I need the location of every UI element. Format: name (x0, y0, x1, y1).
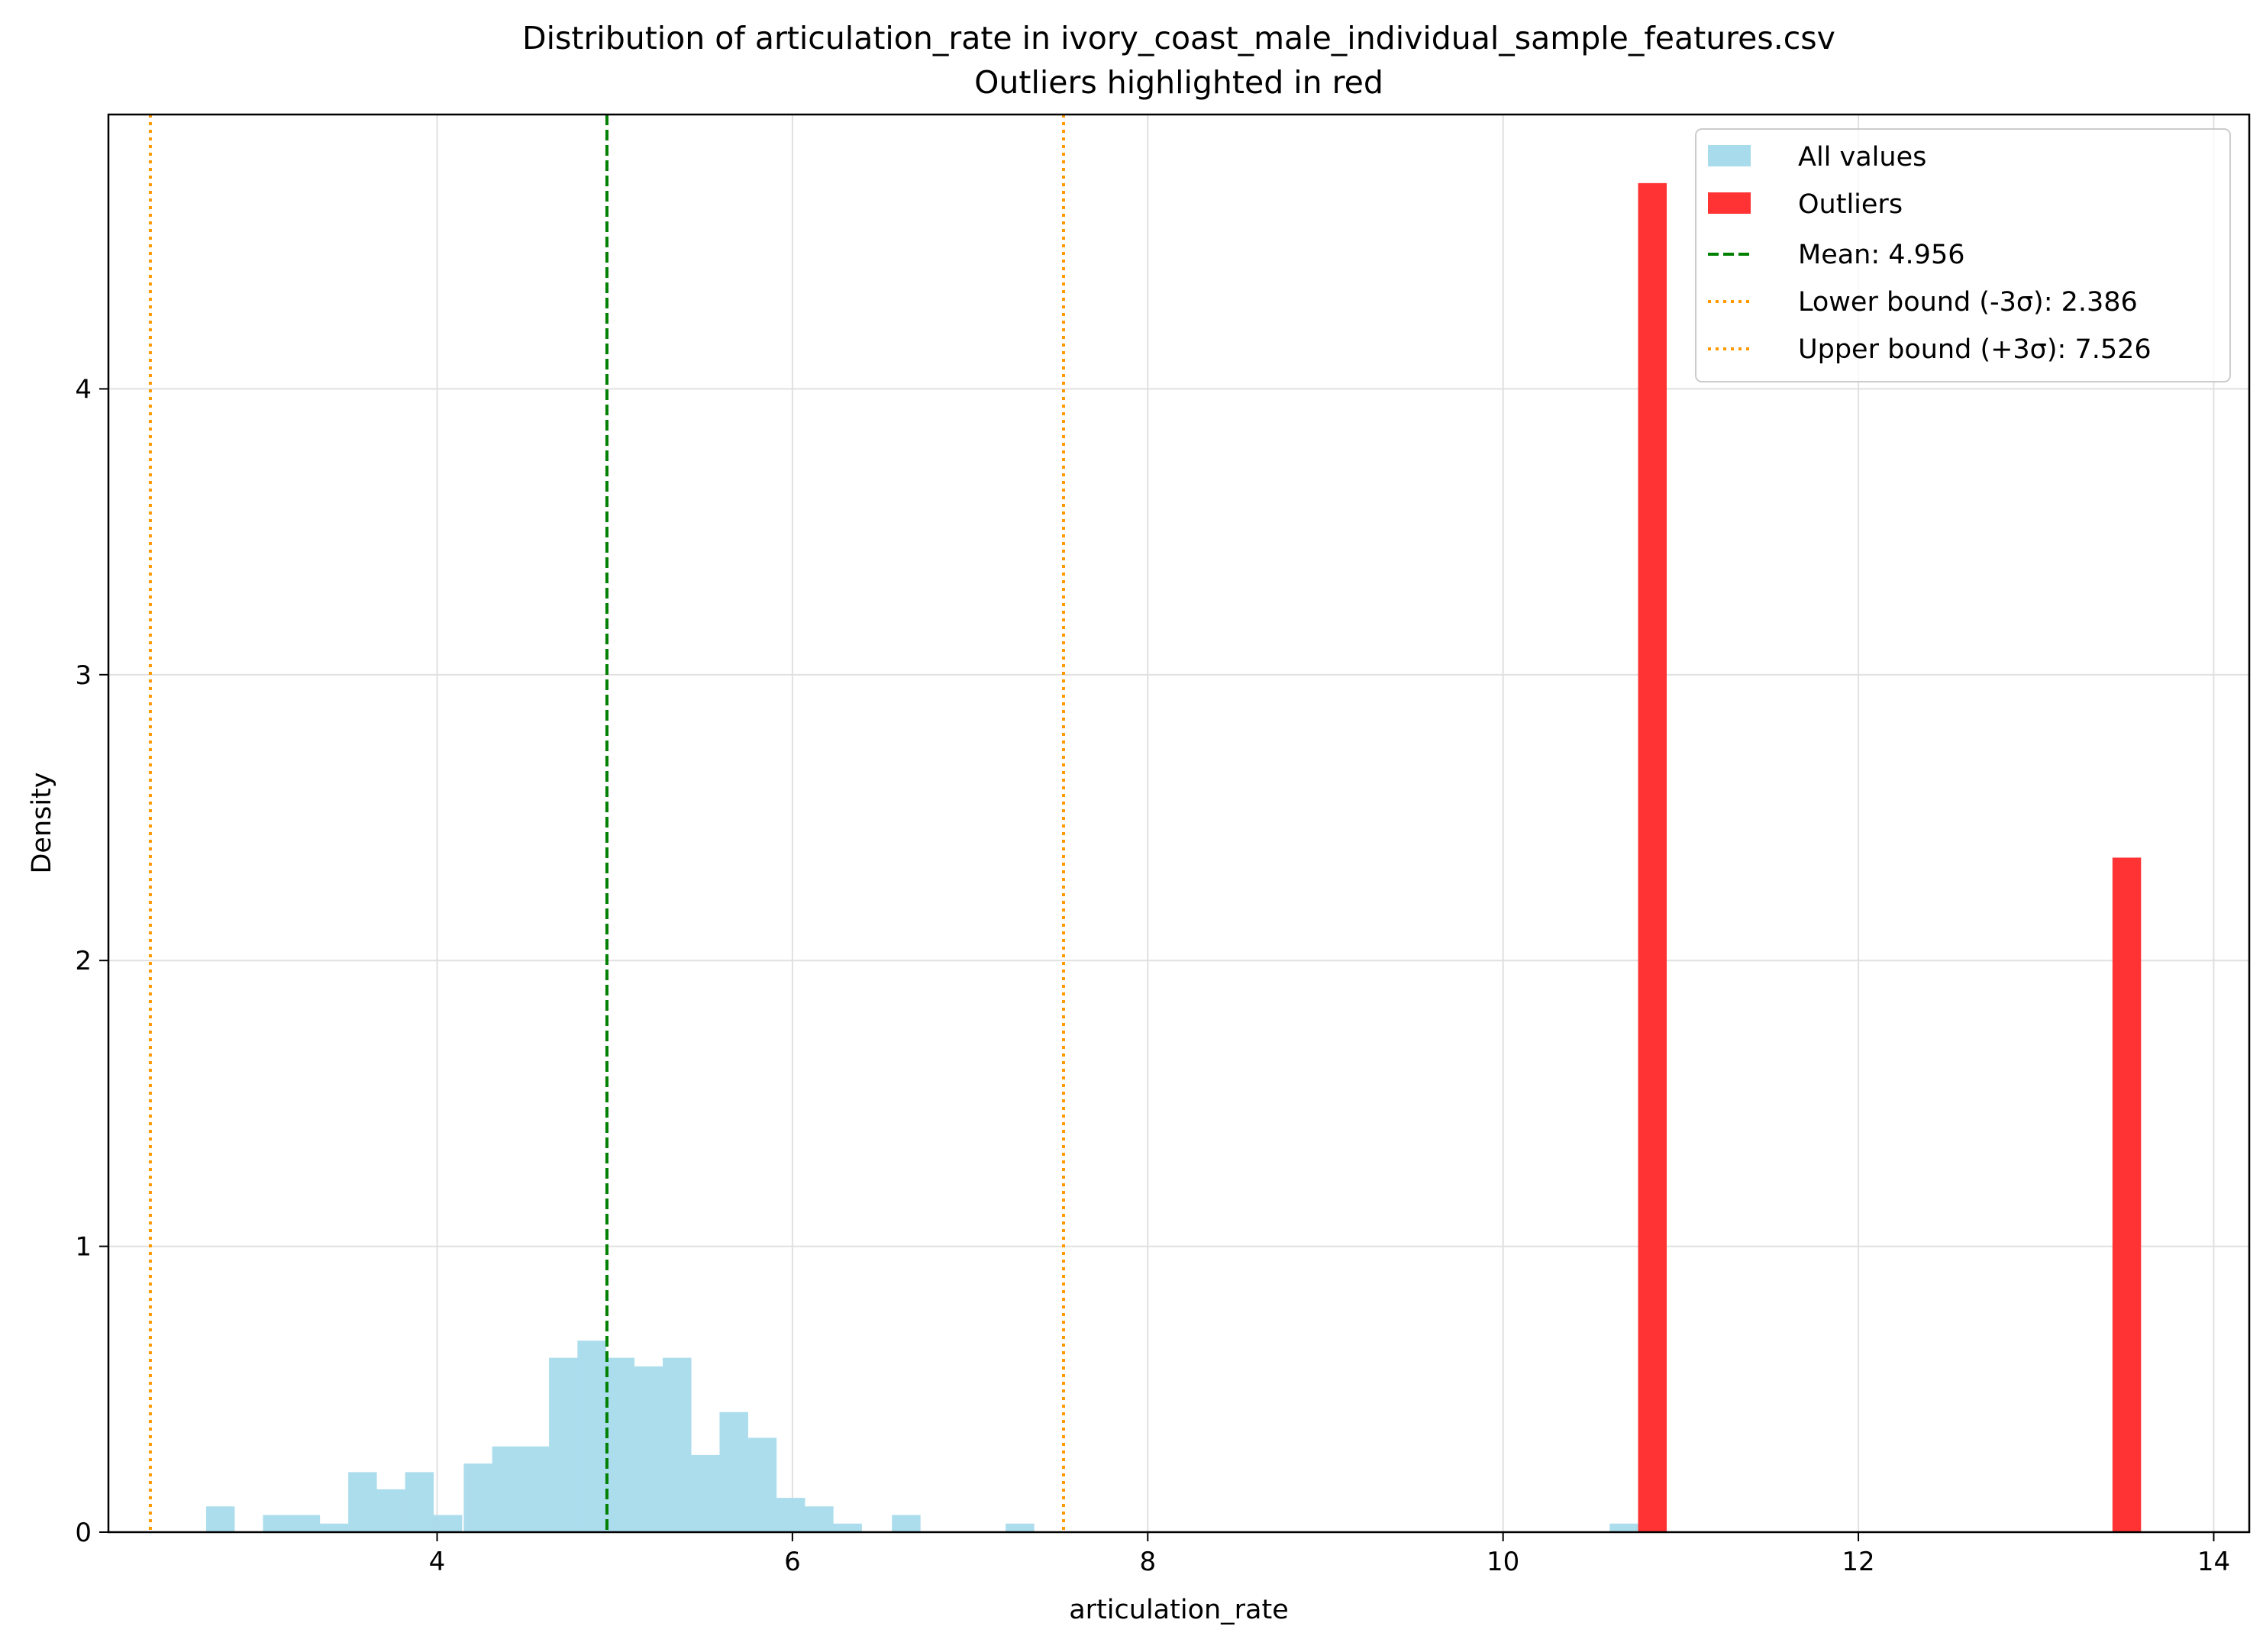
grid-lines (108, 115, 2249, 1533)
x-tick-label: 8 (1139, 1547, 1156, 1577)
legend-label-all-values: All values (1798, 142, 1926, 173)
plot-frame (107, 113, 2251, 1534)
histogram-bar (776, 1498, 805, 1532)
legend-frame (1695, 128, 2231, 382)
legend-label-upper-bound: Upper bound (+3σ): 7.526 (1798, 334, 2152, 365)
x-tick-label: 12 (1842, 1547, 1874, 1577)
histogram-bar (1006, 1523, 1035, 1532)
histogram-bar (433, 1515, 463, 1532)
histogram-bar (405, 1472, 434, 1532)
histogram-bar (1609, 1523, 1638, 1532)
histogram-bar (634, 1366, 663, 1532)
histogram-bar (663, 1357, 692, 1532)
histogram-bar (719, 1412, 748, 1532)
histogram-bar (747, 1437, 777, 1532)
histogram-bar (805, 1506, 834, 1532)
outlier-bar (1638, 182, 1667, 1532)
histogram-bar (376, 1489, 405, 1532)
legend-label-mean: Mean: 4.956 (1798, 240, 1964, 270)
x-tick-label: 10 (1487, 1547, 1519, 1577)
y-tick-label: 0 (75, 1518, 92, 1548)
y-tick-label: 2 (75, 946, 92, 976)
outlier-bar (2112, 857, 2142, 1532)
histogram-bar (833, 1523, 862, 1532)
histogram-bar (549, 1357, 578, 1532)
legend: All values Outliers Mean: 4.956 Lower bo… (1695, 128, 2231, 382)
histogram-bar (691, 1454, 720, 1532)
legend-label-lower-bound: Lower bound (-3σ): 2.386 (1798, 287, 2138, 318)
legend-swatch-all-values (1708, 145, 1751, 166)
legend-label-outliers: Outliers (1798, 189, 1903, 220)
x-tick-label: 14 (2197, 1547, 2230, 1577)
histogram-bar (605, 1357, 635, 1532)
histogram-bar (291, 1515, 321, 1532)
x-tick-label: 6 (784, 1547, 801, 1577)
chart-title: Distribution of articulation_rate in ivo… (522, 20, 1835, 56)
histogram-bar (205, 1506, 235, 1532)
reference-lines (148, 115, 1065, 1532)
histogram-bar (520, 1446, 550, 1532)
histogram-bar (348, 1472, 377, 1532)
histogram-bar (492, 1446, 521, 1532)
y-axis-label: Density (27, 772, 57, 873)
y-tick-label: 3 (75, 660, 92, 691)
x-axis-label: articulation_rate (1069, 1595, 1289, 1625)
histogram-bar (319, 1523, 349, 1532)
legend-swatch-outliers (1708, 192, 1751, 214)
y-tick-label: 4 (75, 374, 92, 405)
x-tick-label: 4 (429, 1547, 446, 1577)
histogram-bar (463, 1463, 492, 1532)
chart-subtitle: Outliers highlighted in red (974, 64, 1383, 101)
y-tick-label: 1 (75, 1232, 92, 1263)
histogram-bar (577, 1341, 606, 1532)
histogram-bar (892, 1515, 921, 1532)
histogram-bar (263, 1515, 292, 1532)
histogram-bars (205, 182, 2142, 1532)
